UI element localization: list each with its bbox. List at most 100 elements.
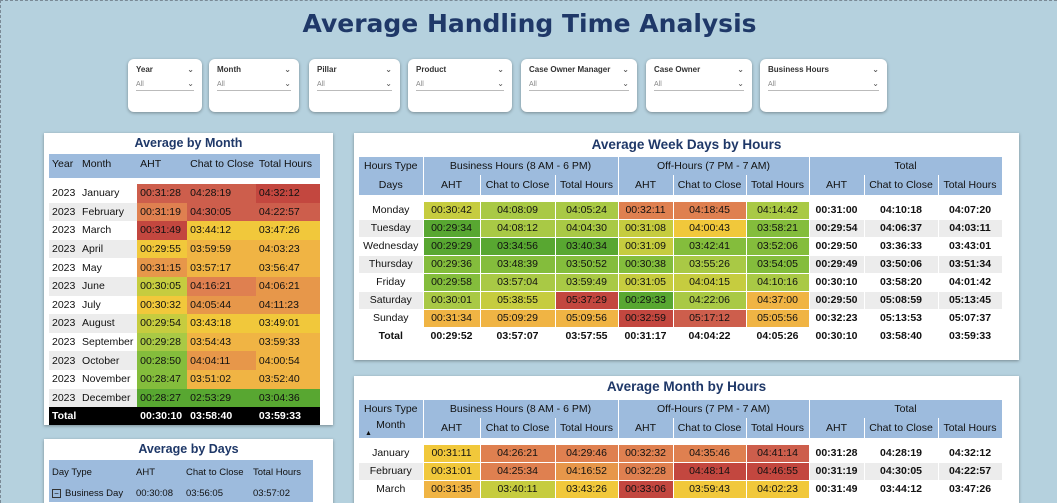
- table-row[interactable]: 2023 October 00:28:50 04:04:11 04:00:54: [49, 351, 320, 370]
- row-header[interactable]: Days: [359, 175, 424, 195]
- day-type-cell[interactable]: − Business Day: [49, 485, 133, 502]
- table-row[interactable]: 2023 June 00:30:05 04:16:21 04:06:21: [49, 276, 320, 296]
- column-header[interactable]: Total Hours: [746, 418, 810, 438]
- chevron-down-icon[interactable]: ⌄: [737, 64, 744, 74]
- year-slicer[interactable]: Year ⌄ All ⌄: [128, 59, 202, 112]
- chevron-down-icon[interactable]: ⌄: [497, 64, 504, 74]
- group-header[interactable]: Business Hours (8 AM - 6 PM): [423, 157, 619, 175]
- slicer-label: Product: [416, 65, 447, 74]
- group-header[interactable]: Off-Hours (7 PM - 7 AM): [618, 157, 810, 175]
- case-owner-dropdown[interactable]: All ⌄: [654, 80, 744, 91]
- column-header[interactable]: AHT: [133, 460, 183, 485]
- column-header[interactable]: Chat to Close: [183, 460, 250, 485]
- column-header[interactable]: AHT: [618, 418, 674, 438]
- group-header[interactable]: Business Hours (8 AM - 6 PM): [423, 400, 619, 418]
- table-row[interactable]: 2023 May 00:31:15 03:57:17 03:56:47: [49, 258, 320, 277]
- chevron-down-icon[interactable]: ⌄: [622, 64, 629, 74]
- group-header[interactable]: Total: [809, 400, 1003, 418]
- column-header[interactable]: Chat to Close: [480, 175, 556, 195]
- column-header[interactable]: Chat to Close: [864, 418, 939, 438]
- table-row[interactable]: Sunday 00:31:34 05:09:29 05:09:56 00:32:59 05…: [359, 309, 1003, 328]
- table-row[interactable]: March 00:31:35 03:40:11 03:43:26 00:33:06 03:…: [359, 480, 1003, 499]
- table-row[interactable]: 2023 November 00:28:47 03:51:02 03:52:40: [49, 369, 320, 389]
- value-cell: 05:17:12: [673, 309, 747, 328]
- table-row[interactable]: 2023 September 00:29:28 03:54:43 03:59:33: [49, 332, 320, 352]
- product-dropdown[interactable]: All ⌄: [416, 80, 504, 91]
- pillar-slicer[interactable]: Pillar ⌄ All ⌄: [309, 59, 400, 112]
- column-header[interactable]: Total Hours: [746, 175, 810, 195]
- table-row[interactable]: 2023 July 00:30:32 04:05:44 04:11:23: [49, 295, 320, 315]
- column-header[interactable]: Total Hours: [938, 418, 1003, 438]
- chevron-down-icon[interactable]: ⌄: [385, 64, 392, 74]
- table-row[interactable]: 2023 March 00:31:49 03:44:12 03:47:26: [49, 221, 320, 240]
- total-hours-cell: 03:59:33: [255, 332, 320, 352]
- product-slicer[interactable]: Product ⌄ All ⌄: [408, 59, 512, 112]
- ctc-cell: 04:16:21: [187, 276, 256, 296]
- month-cell: June: [79, 276, 138, 296]
- table-row[interactable]: Monday 00:30:42 04:08:09 04:05:24 00:32:11 04…: [359, 201, 1003, 220]
- table-row[interactable]: 2023 December 00:28:27 02:53:29 03:04:36: [49, 388, 320, 408]
- column-header[interactable]: AHT: [423, 175, 481, 195]
- total-hours-cell: 03:57:02: [250, 485, 313, 502]
- chevron-down-icon: ⌄: [622, 79, 629, 88]
- value-cell: 04:29:46: [555, 444, 619, 463]
- column-header[interactable]: Total Hours: [555, 175, 619, 195]
- value-cell: 00:32:32: [618, 444, 674, 463]
- collapse-icon[interactable]: −: [52, 489, 61, 498]
- month-dropdown[interactable]: All ⌄: [217, 80, 291, 91]
- column-header[interactable]: AHT: [809, 418, 865, 438]
- ctc-cell: 03:57:17: [187, 258, 256, 277]
- table-row[interactable]: Tuesday 00:29:34 04:08:12 04:04:30 00:31:08 0…: [359, 219, 1003, 238]
- table-row[interactable]: Wednesday 00:29:29 03:34:56 03:40:34 00:31:0…: [359, 237, 1003, 256]
- table-row[interactable]: January 00:31:11 04:26:21 04:29:46 00:32:32 0…: [359, 444, 1003, 463]
- column-header[interactable]: AHT: [618, 175, 674, 195]
- table-row[interactable]: 2023 February 00:31:19 04:30:05 04:22:57: [49, 202, 320, 222]
- table-row[interactable]: − Business Day 00:30:08 03:56:05 03:57:02: [49, 485, 313, 502]
- total-hours-cell: 03:52:40: [255, 369, 320, 389]
- column-header[interactable]: Total Hours: [555, 418, 619, 438]
- column-header[interactable]: AHT: [137, 154, 188, 178]
- group-header[interactable]: Total: [809, 157, 1003, 175]
- table-row[interactable]: 2023 August 00:29:54 03:43:18 03:49:01: [49, 314, 320, 333]
- month-by-hours-matrix: Hours Type Business Hours (8 AM - 6 PM) …: [359, 400, 1003, 499]
- column-header[interactable]: Total Hours: [250, 460, 313, 485]
- case-owner-manager-dropdown[interactable]: All ⌄: [529, 80, 629, 91]
- table-row[interactable]: 2023 January 00:31:28 04:28:19 04:32:12: [49, 184, 320, 203]
- column-header[interactable]: Total Hours: [255, 154, 320, 178]
- aht-cell: 00:30:32: [137, 295, 188, 315]
- column-header[interactable]: Chat to Close: [673, 418, 747, 438]
- chevron-down-icon[interactable]: ⌄: [872, 64, 879, 74]
- column-header[interactable]: AHT: [809, 175, 865, 195]
- column-header[interactable]: Total Hours: [938, 175, 1003, 195]
- slicer-value: All: [768, 80, 776, 88]
- sort-asc-icon[interactable]: ▲: [365, 430, 372, 437]
- pillar-dropdown[interactable]: All ⌄: [317, 80, 392, 91]
- group-header[interactable]: Off-Hours (7 PM - 7 AM): [618, 400, 810, 418]
- month-cell: August: [79, 314, 138, 333]
- month-slicer[interactable]: Month ⌄ All ⌄: [209, 59, 299, 112]
- business-hours-dropdown[interactable]: All ⌄: [768, 80, 879, 91]
- column-header[interactable]: Chat to Close: [864, 175, 939, 195]
- year-dropdown[interactable]: All ⌄: [136, 80, 194, 91]
- column-header[interactable]: Day Type: [49, 460, 133, 485]
- column-header[interactable]: Year: [49, 154, 80, 178]
- column-header[interactable]: Chat to Close: [480, 418, 556, 438]
- value-cell: 05:09:29: [480, 309, 556, 328]
- case-owner-slicer[interactable]: Case Owner ⌄ All ⌄: [646, 59, 752, 112]
- table-row[interactable]: Friday 00:29:58 03:57:04 03:59:49 00:31:05 04…: [359, 273, 1003, 292]
- column-header[interactable]: Chat to Close: [187, 154, 256, 178]
- chevron-down-icon[interactable]: ⌄: [187, 64, 194, 74]
- table-row[interactable]: February 00:31:01 04:25:34 04:16:52 00:32:28…: [359, 462, 1003, 481]
- case-owner-manager-slicer[interactable]: Case Owner Manager ⌄ All ⌄: [521, 59, 637, 112]
- value-cell: 03:55:26: [673, 255, 747, 274]
- chevron-down-icon[interactable]: ⌄: [284, 64, 291, 74]
- value-cell: 03:34:56: [480, 237, 556, 256]
- table-row[interactable]: Thursday 00:29:36 03:48:39 03:50:52 00:30:38…: [359, 255, 1003, 274]
- table-row[interactable]: 2023 April 00:29:55 03:59:59 04:03:23: [49, 239, 320, 259]
- table-row[interactable]: Saturday 00:30:01 05:38:55 05:37:29 00:29:33…: [359, 291, 1003, 310]
- month-sort-header[interactable]: Month ▲: [359, 418, 424, 438]
- business-hours-slicer[interactable]: Business Hours ⌄ All ⌄: [760, 59, 887, 112]
- column-header[interactable]: AHT: [423, 418, 481, 438]
- column-header[interactable]: Chat to Close: [673, 175, 747, 195]
- column-header[interactable]: Month: [79, 154, 138, 178]
